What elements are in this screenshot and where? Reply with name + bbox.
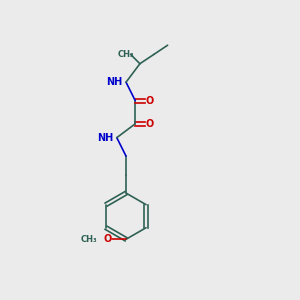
Text: NH: NH <box>106 77 123 87</box>
Text: NH: NH <box>97 133 113 142</box>
Text: O: O <box>145 96 153 106</box>
Text: O: O <box>145 119 153 129</box>
Text: O: O <box>103 234 112 244</box>
Text: CH₃: CH₃ <box>118 50 134 59</box>
Text: CH₃: CH₃ <box>81 235 98 244</box>
